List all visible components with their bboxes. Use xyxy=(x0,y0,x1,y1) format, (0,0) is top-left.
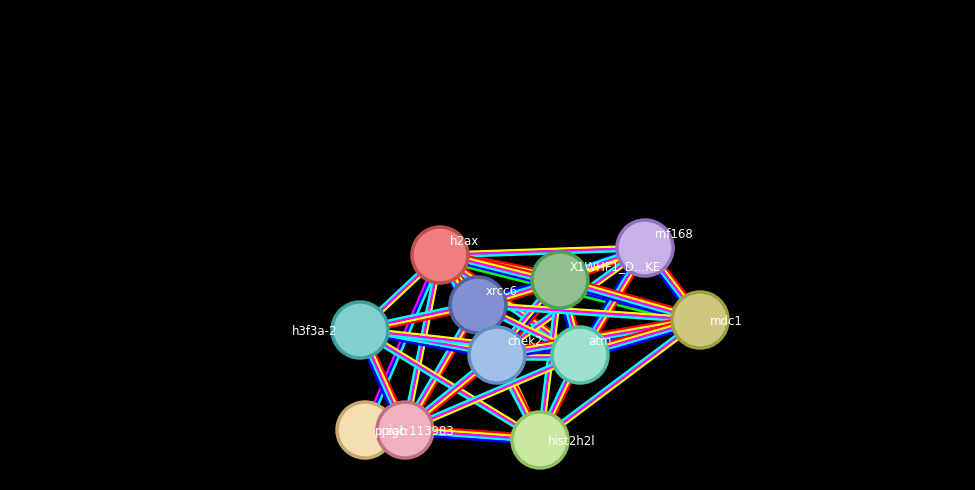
Circle shape xyxy=(532,252,588,308)
Circle shape xyxy=(337,402,393,458)
Text: rnf168: rnf168 xyxy=(655,228,694,241)
Circle shape xyxy=(469,327,525,383)
Text: h3f3a-2: h3f3a-2 xyxy=(292,325,337,338)
Circle shape xyxy=(332,302,388,358)
Text: X1WHF1_D...KE: X1WHF1_D...KE xyxy=(570,260,661,273)
Circle shape xyxy=(512,412,568,468)
Text: h2ax: h2ax xyxy=(450,235,480,248)
Circle shape xyxy=(412,227,468,283)
Circle shape xyxy=(377,402,433,458)
Circle shape xyxy=(450,277,506,333)
Circle shape xyxy=(672,292,728,348)
Text: xrcc6: xrcc6 xyxy=(486,285,518,298)
Circle shape xyxy=(617,220,673,276)
Text: hist2h2l: hist2h2l xyxy=(548,435,596,448)
Circle shape xyxy=(552,327,608,383)
Text: mdc1: mdc1 xyxy=(710,315,743,328)
Text: zgc:113983: zgc:113983 xyxy=(385,425,453,438)
Text: ppiab: ppiab xyxy=(375,425,409,438)
Text: chek2: chek2 xyxy=(507,335,542,348)
Text: atm: atm xyxy=(588,335,611,348)
